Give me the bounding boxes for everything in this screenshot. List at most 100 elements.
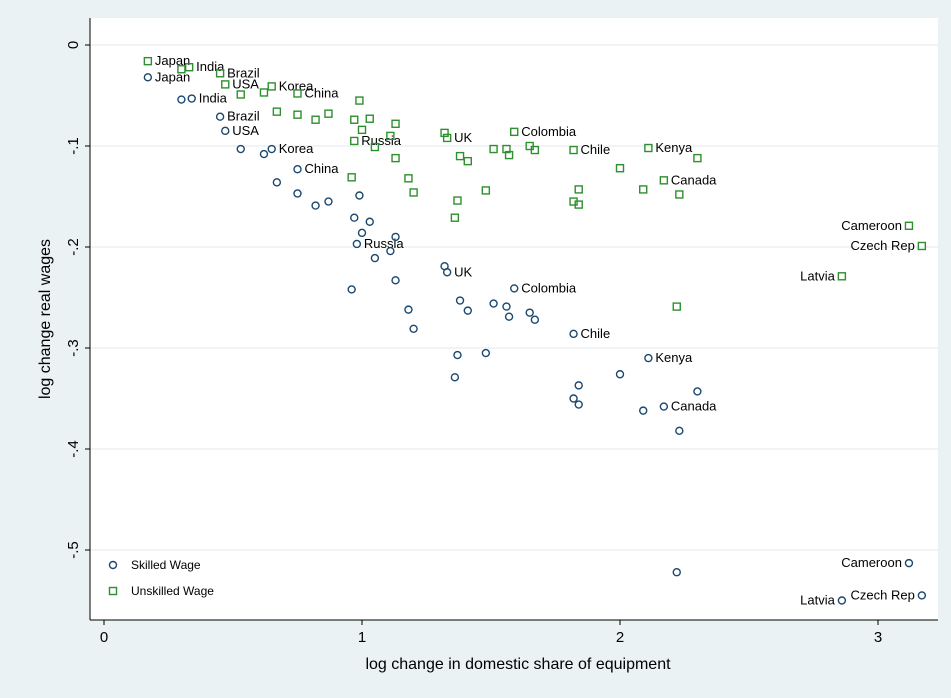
skilled-wage-point: [259, 149, 269, 159]
point-label: Cameroon: [841, 555, 902, 570]
unskilled-wage-point: [215, 69, 225, 78]
x-tick-label: 2: [616, 629, 624, 646]
skilled-wage-point: [221, 126, 230, 136]
axes: 0 -.1 -.2 -.3 -.4 -.5 0 1 2 3: [65, 18, 938, 646]
x-tick-label: 0: [100, 629, 108, 646]
unskilled-wage-point: [108, 586, 118, 596]
unskilled-wage-point: [489, 144, 498, 154]
unskilled-wage-point: [530, 145, 540, 155]
x-tick-label: 1: [358, 629, 366, 646]
skilled-wage-point: [569, 394, 578, 403]
data-points: JapanIndiaBrazilUSAKoreaChinaRussiaUKCol…: [143, 53, 927, 608]
legend-label: Skilled Wage: [131, 558, 201, 572]
skilled-wage-point: [355, 191, 364, 200]
skilled-wage-point: [455, 296, 465, 305]
unskilled-wage-point: [639, 185, 648, 194]
skilled-wage-point: [108, 560, 118, 570]
unskilled-wage-point: [481, 186, 491, 195]
point-label: UK: [454, 130, 472, 145]
skilled-wage-point: [357, 228, 367, 238]
point-label: Colombia: [521, 124, 577, 139]
skilled-wage-point: [672, 568, 681, 577]
gridlines: [90, 44, 938, 551]
skilled-wage-point: [365, 217, 374, 226]
point-label: Korea: [279, 141, 314, 156]
unskilled-wage-point: [350, 115, 359, 124]
unskilled-wage-point: [450, 213, 460, 222]
point-label: Czech Rep: [851, 587, 915, 602]
point-label: China: [305, 161, 340, 176]
point-label: Canada: [671, 399, 717, 414]
unskilled-wage-point: [184, 63, 194, 72]
skilled-wage-point: [530, 315, 540, 324]
unskilled-wage-point: [347, 173, 356, 182]
unskilled-wage-point: [615, 164, 625, 173]
x-tick-label: 3: [874, 629, 882, 646]
skilled-wage-point: [510, 284, 519, 293]
unskilled-wage-point: [672, 302, 681, 311]
point-label: Chile: [581, 142, 611, 157]
y-tick-label: -.4: [65, 440, 82, 458]
point-label: Japan: [155, 53, 190, 68]
y-tick-label: -.3: [65, 339, 82, 357]
unskilled-wage-point: [370, 142, 380, 152]
unskilled-wage-point: [177, 65, 186, 74]
point-label: UK: [454, 264, 472, 279]
point-label: Kenya: [655, 350, 693, 365]
skilled-wage-point: [917, 591, 927, 600]
point-label: Latvia: [800, 593, 835, 608]
skilled-wage-point: [463, 306, 472, 315]
point-label: Kenya: [655, 140, 693, 155]
skilled-wage-point: [675, 426, 684, 436]
point-label: Canada: [671, 172, 717, 187]
skilled-wage-point: [502, 302, 511, 311]
skilled-wage-point: [615, 370, 625, 379]
unskilled-wage-point: [272, 107, 282, 116]
unskilled-wage-point: [917, 241, 927, 251]
skilled-wage-point: [489, 299, 498, 308]
skilled-wage-point: [143, 73, 153, 82]
unskilled-wage-point: [574, 185, 583, 194]
point-label: Czech Rep: [851, 238, 915, 253]
unskilled-wage-point: [143, 56, 153, 66]
point-label: India: [199, 91, 228, 106]
unskilled-wage-point: [644, 143, 653, 153]
unskilled-wage-point: [409, 188, 418, 197]
point-label: Korea: [279, 78, 314, 93]
unskilled-wage-point: [259, 88, 269, 97]
skilled-wage-point: [639, 406, 648, 415]
unskilled-wage-point: [440, 128, 449, 138]
point-label: Latvia: [800, 268, 835, 283]
skilled-wage-point: [215, 112, 225, 121]
skilled-wage-point: [293, 165, 302, 174]
skilled-wage-point: [311, 201, 320, 210]
skilled-wage-point: [404, 305, 413, 314]
skilled-wage-point: [386, 246, 395, 256]
unskilled-wage-point: [350, 136, 359, 146]
point-label: Cameroon: [841, 218, 902, 233]
point-label: China: [305, 85, 340, 100]
unskilled-wage-point: [455, 151, 465, 161]
point-label: Brazil: [227, 65, 260, 80]
skilled-wage-point: [569, 329, 578, 339]
skilled-wage-point: [347, 285, 356, 294]
skilled-wage-point: [442, 268, 452, 277]
unskilled-wage-point: [391, 153, 400, 163]
unskilled-wage-point: [267, 82, 276, 91]
skilled-wage-point: [644, 353, 653, 363]
skilled-wage-point: [370, 253, 380, 263]
point-label: Chile: [581, 326, 611, 341]
unskilled-wage-point: [659, 176, 669, 185]
unskilled-wage-point: [365, 114, 374, 123]
point-label: Brazil: [227, 109, 260, 124]
y-tick-label: 0: [65, 41, 82, 49]
unskilled-wage-point: [453, 196, 462, 205]
legend: Skilled Wage Unskilled Wage: [108, 558, 214, 598]
unskilled-wage-point: [391, 119, 400, 128]
skilled-wage-point: [904, 558, 914, 568]
unskilled-wage-point: [311, 115, 320, 124]
legend-label: Unskilled Wage: [131, 584, 214, 598]
skilled-wage-point: [525, 308, 534, 317]
unskilled-wage-point: [324, 109, 333, 118]
